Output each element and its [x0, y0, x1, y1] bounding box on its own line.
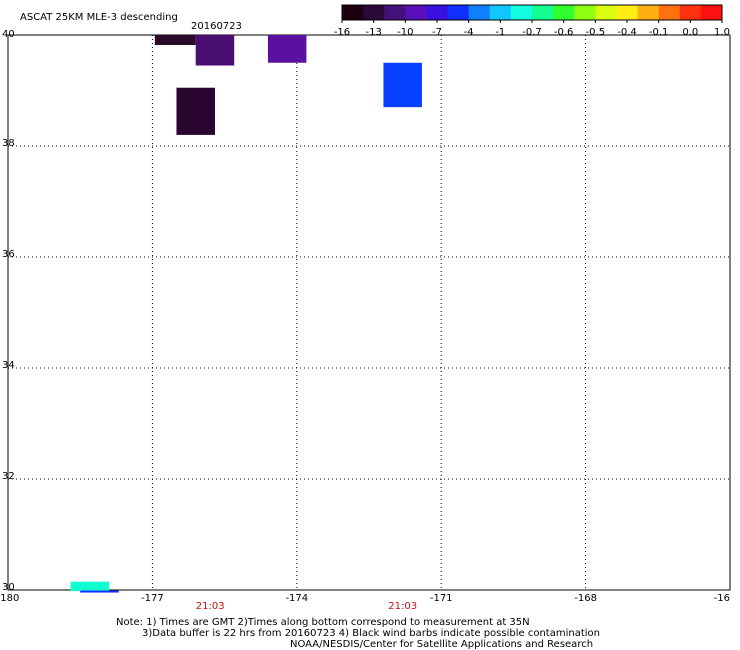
colorbar-tick-label: -0.1 [649, 27, 669, 38]
colorbar-tick-label: -10 [397, 27, 413, 38]
y-tick-label: 34 [2, 360, 15, 371]
data-cell [70, 581, 110, 592]
colorbar-swatch [616, 5, 639, 20]
credit-line: NOAA/NESDIS/Center for Satellite Applica… [290, 639, 593, 650]
colorbar-swatch [342, 5, 364, 20]
colorbar-tick-label: -0.6 [554, 27, 574, 38]
y-tick-label: 30 [2, 582, 15, 593]
colorbar-swatch [426, 5, 449, 20]
colorbar-swatch [363, 5, 385, 20]
colorbar-tick-labels: -16 -13 -10 -7 -4 -1 -0.7 -0.6 -0.5 -0.4 -0.1 0.0 1.… [334, 20, 730, 38]
colorbar-swatch [700, 5, 723, 20]
note-line-2: 3)Data buffer is 22 hrs from 20160723 4)… [142, 628, 600, 639]
map-date: 20160723 [191, 21, 242, 32]
colorbar-swatch [637, 5, 660, 20]
data-cell [154, 35, 196, 45]
x-tick-label: -180 [0, 593, 19, 604]
time-labels: 21:03 21:03 [196, 601, 417, 612]
time-label: 21:03 [388, 601, 417, 612]
y-axis-labels: 30 32 34 36 38 40 [2, 29, 15, 593]
x-axis-labels: -180 -177 -174 -171 -168 -16 [0, 593, 730, 604]
colorbar-swatch [553, 5, 575, 20]
colorbar-tick-label: -0.7 [522, 27, 542, 38]
y-tick-label: 38 [2, 138, 15, 149]
data-cell [80, 590, 119, 593]
colorbar-swatch [447, 5, 470, 20]
data-cell [267, 35, 307, 63]
x-tick-label: -174 [285, 593, 308, 604]
colorbar-tick-label: 1.0 [714, 27, 730, 38]
time-label: 21:03 [196, 601, 225, 612]
colorbar-swatch [532, 5, 554, 20]
colorbar-swatch [510, 5, 533, 20]
data-cell [176, 87, 215, 135]
x-tick-label: -171 [430, 593, 453, 604]
colorbar-tick-label: -0.4 [617, 27, 637, 38]
colorbar-swatch [574, 5, 596, 20]
note-line-1: Note: 1) Times are GMT 2)Times along bot… [116, 617, 530, 628]
data-cells [70, 35, 422, 593]
colorbar-tick-label: -16 [334, 27, 350, 38]
y-tick-label: 32 [2, 471, 15, 482]
colorbar-swatch [595, 5, 617, 20]
y-tick-label: 36 [2, 249, 15, 260]
x-tick-label: -168 [574, 593, 597, 604]
colorbar-swatch [468, 5, 491, 20]
gridlines [8, 35, 730, 590]
data-cell [195, 35, 235, 66]
data-cell [383, 62, 422, 108]
x-tick-label: -177 [141, 593, 164, 604]
colorbar-swatch [405, 5, 427, 20]
colorbar-tick-label: 0.0 [682, 27, 698, 38]
x-tick-label: -16 [714, 593, 730, 604]
map-title: ASCAT 25KM MLE-3 descending [20, 12, 178, 23]
colorbar-tick-label: -4 [464, 27, 474, 38]
colorbar-tick-label: -1 [495, 27, 505, 38]
colorbar-swatch [384, 5, 406, 20]
colorbar-tick-label: -13 [365, 27, 381, 38]
colorbar-tick-label: -7 [432, 27, 442, 38]
plot-frame [7, 34, 731, 591]
colorbar-swatch [679, 5, 702, 20]
colorbar-tick-label: -0.5 [586, 27, 606, 38]
colorbar [341, 4, 723, 21]
y-tick-label: 40 [2, 29, 15, 40]
colorbar-swatch [658, 5, 681, 20]
colorbar-swatch [489, 5, 512, 20]
